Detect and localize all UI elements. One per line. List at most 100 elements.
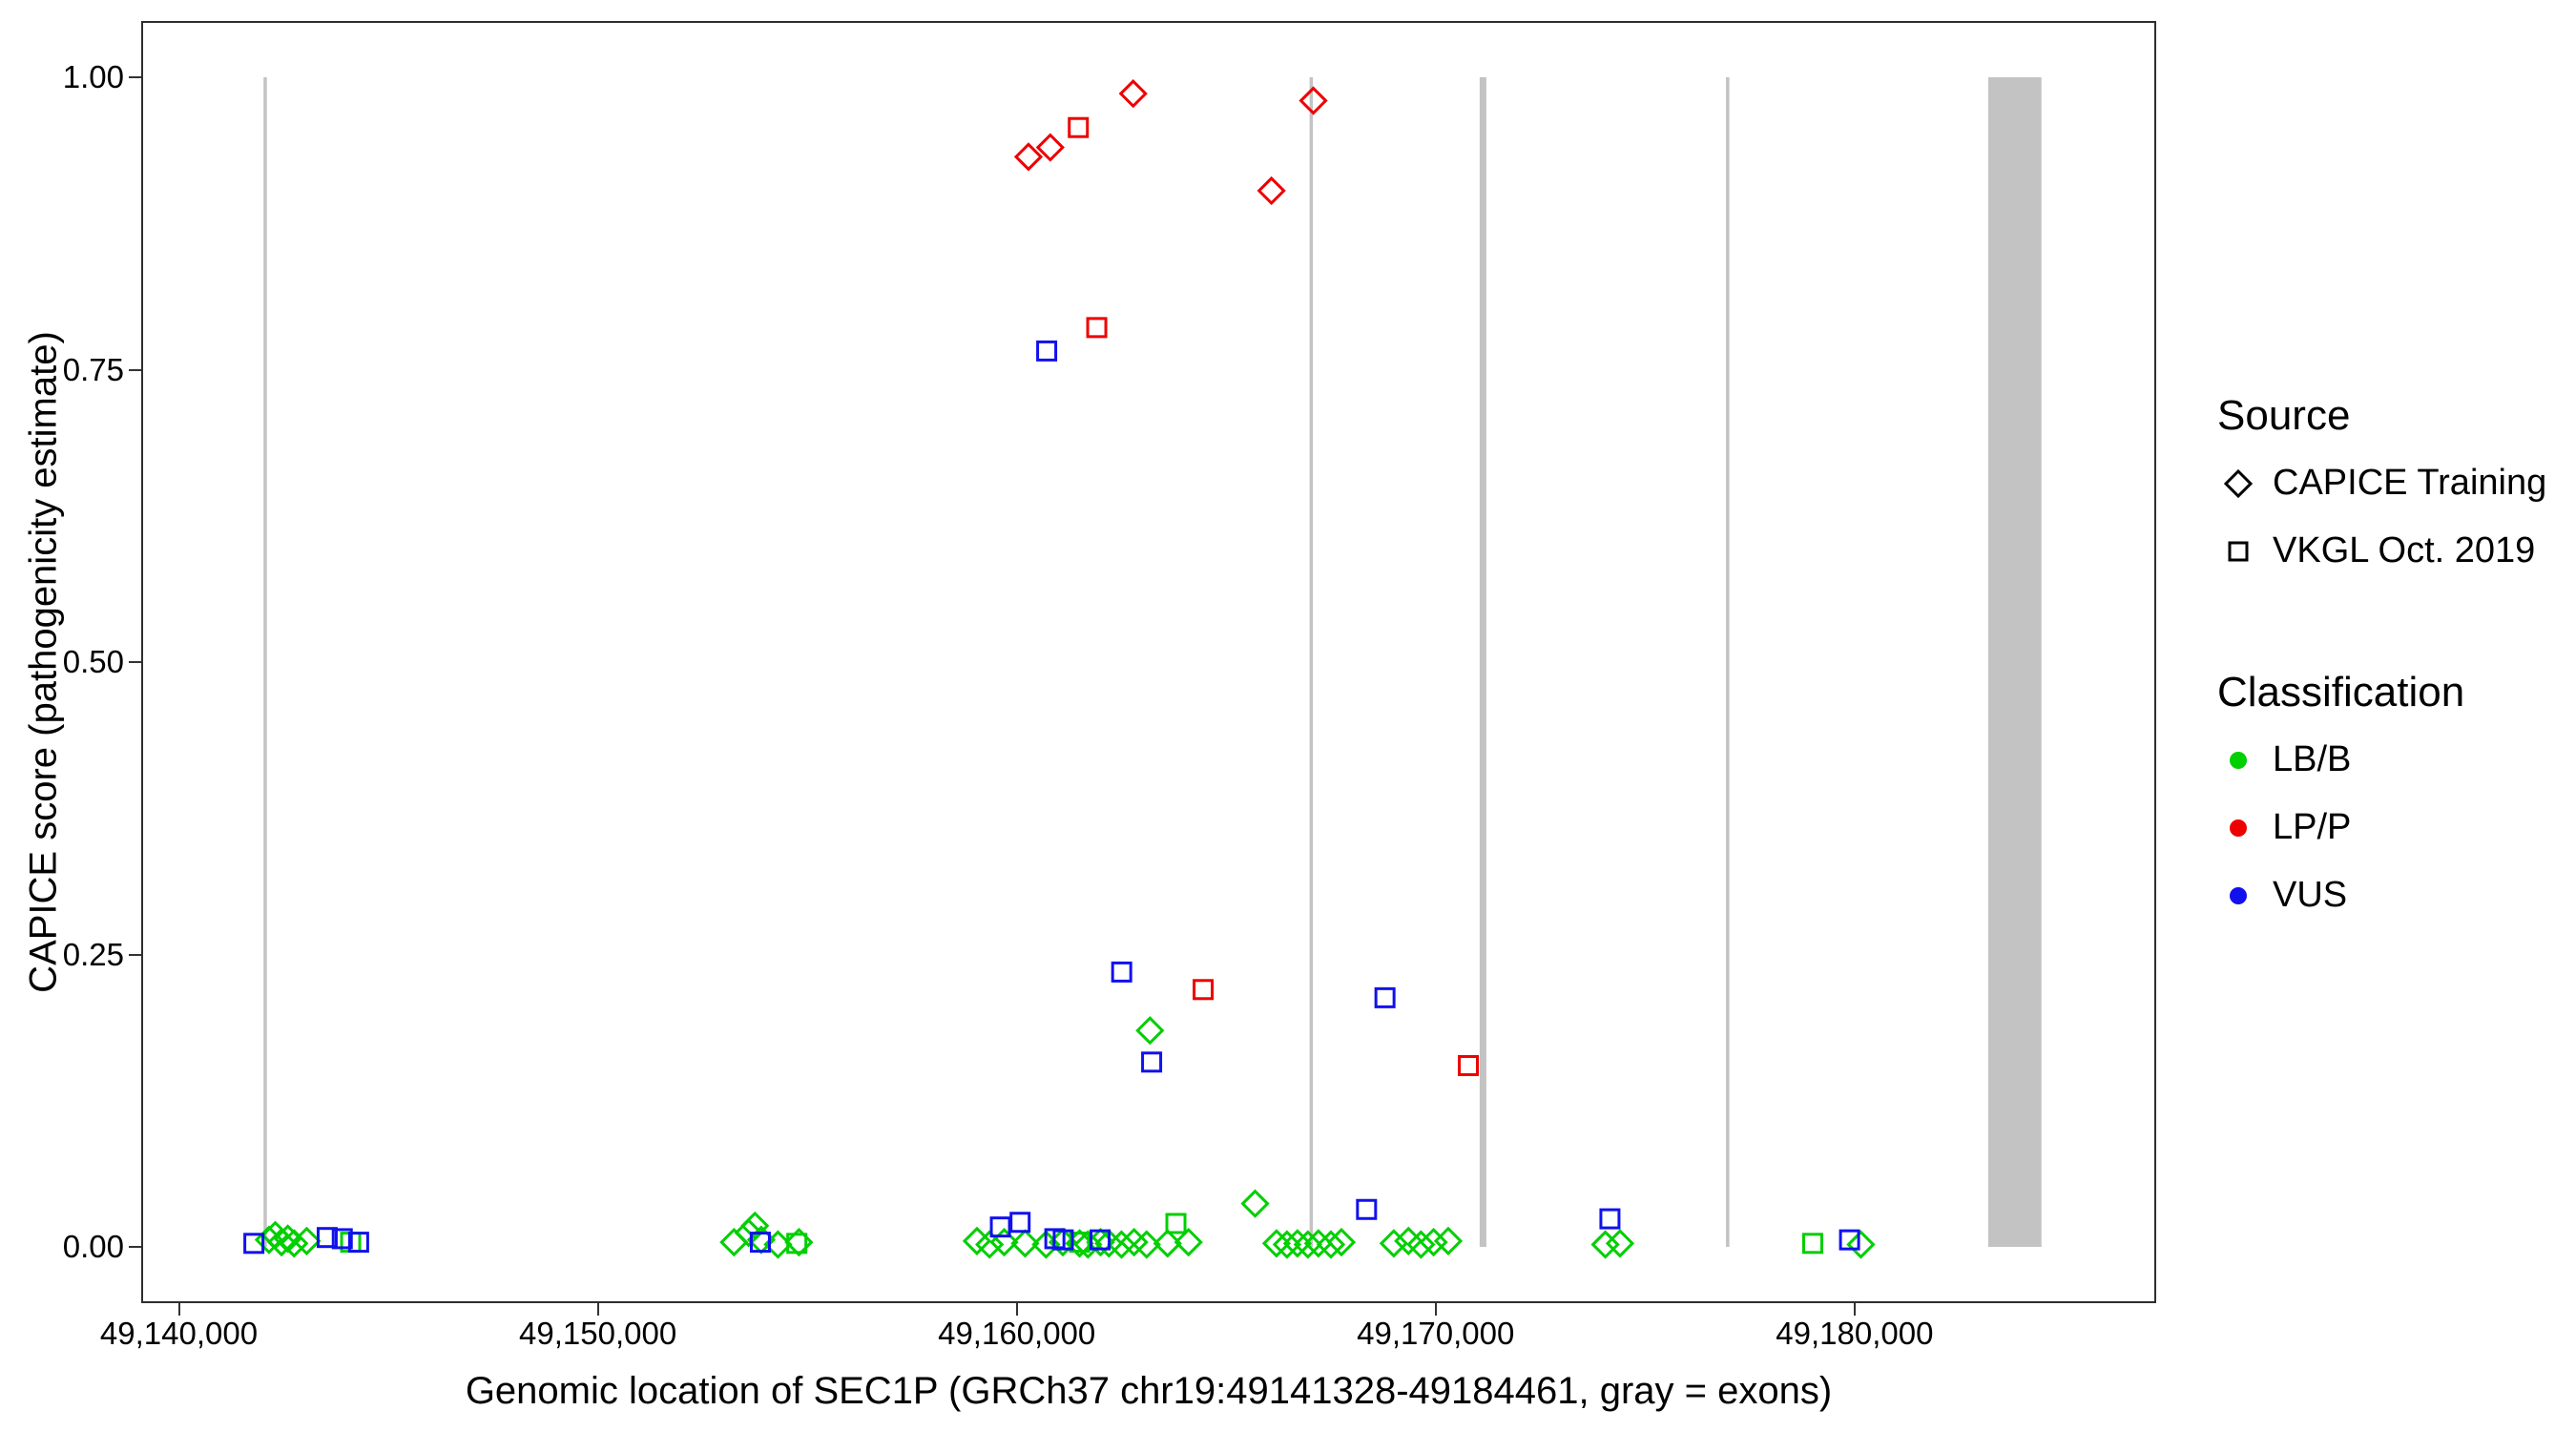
data-point — [749, 1232, 771, 1254]
data-point — [1846, 1230, 1876, 1259]
data-point — [1240, 1189, 1270, 1218]
x-tick-label: 49,150,000 — [519, 1316, 677, 1351]
x-tick-label: 49,160,000 — [938, 1316, 1096, 1351]
blue-dot-icon — [2230, 886, 2247, 904]
y-tick-label: 0.25 — [62, 936, 124, 972]
legend-item-label: VUS — [2273, 875, 2348, 915]
data-point — [1174, 1227, 1203, 1257]
x-tick-label: 49,140,000 — [99, 1316, 259, 1351]
data-point — [1111, 961, 1132, 983]
y-tick — [129, 368, 141, 371]
data-point — [1419, 1227, 1448, 1257]
data-point — [1073, 1230, 1103, 1259]
exon-bar — [1987, 77, 2042, 1247]
legend-item-lbb: LB/B — [2217, 726, 2546, 794]
legend-item-capice-training: CAPICE Training — [2217, 449, 2546, 517]
data-point — [989, 1227, 1019, 1257]
legend-item-label: VKGL Oct. 2019 — [2273, 530, 2536, 570]
y-tick-label: 0.50 — [62, 644, 124, 679]
data-point — [1379, 1229, 1408, 1258]
data-point — [1036, 340, 1058, 362]
data-point — [1326, 1227, 1357, 1257]
data-point — [1068, 116, 1090, 138]
data-point — [1356, 1198, 1378, 1220]
exon-bar — [1309, 77, 1314, 1247]
diamond-key-icon — [2223, 468, 2254, 498]
x-tick — [1015, 1303, 1018, 1316]
data-point — [1316, 1230, 1346, 1259]
x-tick — [1434, 1303, 1437, 1316]
data-point — [1298, 86, 1328, 115]
data-point — [1406, 1230, 1436, 1259]
legend-item-vus: VUS — [2217, 861, 2546, 929]
data-point — [1107, 1230, 1136, 1259]
data-point — [1119, 1227, 1149, 1257]
data-point — [1090, 1229, 1111, 1251]
data-point — [1282, 1229, 1312, 1258]
plot-panel — [141, 21, 2156, 1303]
exon-bar — [263, 77, 267, 1247]
data-point — [1303, 1229, 1333, 1258]
data-point — [1839, 1229, 1860, 1251]
legend-item-label: CAPICE Training — [2273, 463, 2547, 503]
y-tick — [129, 1246, 141, 1248]
data-point — [740, 1211, 770, 1241]
y-tick-label: 0.75 — [62, 351, 124, 387]
data-point — [1433, 1226, 1464, 1255]
data-point — [1009, 1212, 1031, 1234]
data-point — [1165, 1213, 1187, 1234]
data-point — [1293, 1230, 1322, 1259]
data-point — [786, 1233, 808, 1255]
data-point — [1153, 1229, 1182, 1258]
data-point — [1272, 1230, 1302, 1259]
data-point — [1013, 142, 1044, 172]
x-tick-label: 49,170,000 — [1357, 1316, 1515, 1351]
exon-bar — [1479, 77, 1486, 1247]
exon-bar — [1726, 77, 1730, 1247]
data-point — [1132, 1230, 1161, 1259]
y-tick — [129, 76, 141, 78]
legend-item-vkgl: VKGL Oct. 2019 — [2217, 517, 2546, 585]
x-tick-label: 49,180,000 — [1776, 1316, 1934, 1351]
data-point — [1374, 986, 1396, 1008]
x-axis-title: Genomic location of SEC1P (GRCh37 chr19:… — [465, 1370, 1833, 1412]
y-tick-label: 0.00 — [62, 1229, 124, 1264]
data-point — [1801, 1233, 1823, 1255]
data-point — [1052, 1229, 1074, 1251]
y-tick — [129, 661, 141, 663]
legend-classification-title: Classification — [2217, 668, 2465, 716]
data-point — [1590, 1230, 1620, 1259]
data-point — [1605, 1229, 1635, 1258]
data-point — [243, 1233, 265, 1255]
data-point — [975, 1230, 1005, 1259]
data-point — [1069, 1232, 1091, 1254]
data-point — [1010, 1229, 1040, 1258]
green-dot-icon — [2230, 751, 2247, 769]
data-point — [1257, 176, 1286, 206]
red-dot-icon — [2230, 819, 2247, 837]
legend: Source CAPICE Training VKGL Oct. 2019 Cl… — [2217, 382, 2546, 929]
data-point — [962, 1226, 992, 1255]
legend-item-lpp: LP/P — [2217, 794, 2546, 861]
data-point — [1086, 317, 1108, 339]
legend-classification-title-row: Classification — [2217, 658, 2546, 726]
x-tick — [1853, 1303, 1856, 1316]
data-point — [719, 1227, 749, 1257]
y-tick-label: 1.00 — [62, 59, 124, 94]
y-tick — [129, 953, 141, 956]
data-point — [1193, 979, 1215, 1001]
data-point — [292, 1226, 322, 1255]
square-key-icon — [2228, 541, 2249, 561]
legend-item-label: LP/P — [2273, 807, 2352, 847]
data-point — [1118, 79, 1148, 109]
data-point — [1094, 1229, 1124, 1258]
data-point — [1135, 1016, 1165, 1046]
data-point — [1035, 133, 1065, 162]
data-point — [331, 1228, 353, 1250]
data-point — [347, 1232, 369, 1254]
data-point — [316, 1227, 338, 1249]
plot-canvas — [243, 77, 2042, 1259]
data-point — [1141, 1051, 1163, 1073]
legend-item-label: LB/B — [2273, 739, 2352, 779]
